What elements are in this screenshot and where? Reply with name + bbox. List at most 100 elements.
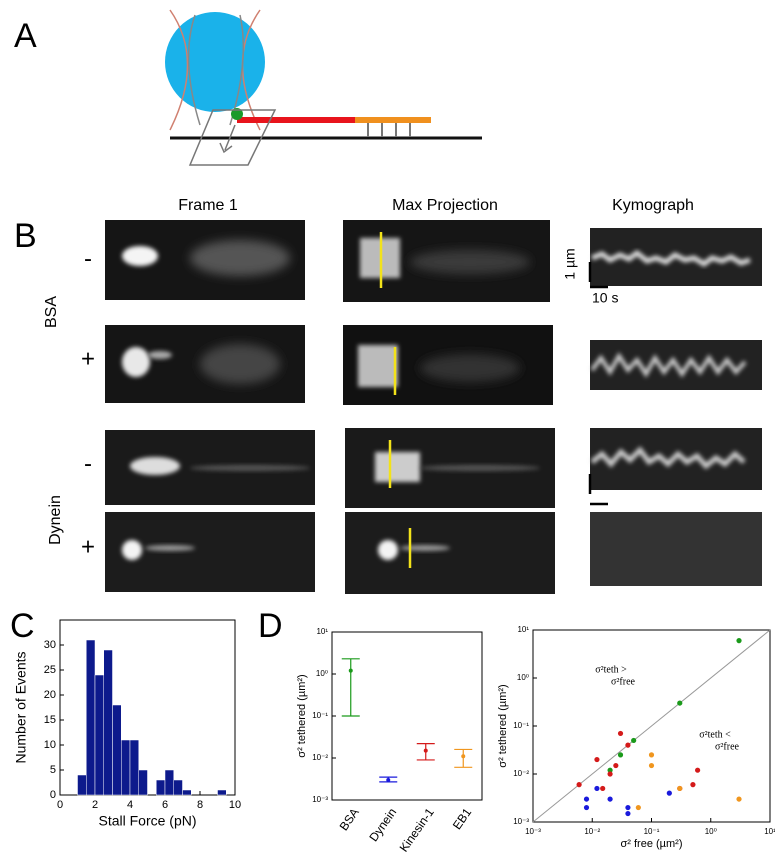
histogram-bar <box>121 739 131 796</box>
row-label: + <box>81 533 95 560</box>
column-header: Kymograph <box>612 197 694 214</box>
y-tick-label: 10⁻² <box>312 753 328 762</box>
y-axis-label: σ² tethered (µm²) <box>296 674 308 757</box>
mean-point <box>423 748 428 753</box>
scatter-point <box>690 782 696 788</box>
y-tick-label: 10⁻³ <box>312 795 328 804</box>
histogram-bar <box>103 649 113 796</box>
histogram-bar <box>129 739 139 796</box>
x-tick-label: 10 <box>229 799 241 811</box>
histogram-bar <box>173 779 183 796</box>
identity-line <box>532 629 771 823</box>
scatter-point <box>736 796 742 802</box>
scatter-point <box>607 796 613 802</box>
y-tick-label: 10¹ <box>517 625 529 634</box>
annotation: σ²free <box>611 676 635 687</box>
y-axis-label: Number of Events <box>13 651 29 763</box>
histogram-bar <box>86 639 96 796</box>
scatter-point <box>736 638 742 644</box>
y-tick-label: 25 <box>44 664 56 676</box>
panel-label: A <box>14 17 37 55</box>
y-tick-label: 10¹ <box>316 627 328 636</box>
scatter-point <box>583 804 590 811</box>
y-axis-label: σ² tethered (µm²) <box>497 684 509 767</box>
scatter-point <box>613 762 619 769</box>
scatter-point <box>594 756 600 763</box>
histogram-bar <box>77 774 87 796</box>
panel-label: C <box>10 607 35 645</box>
scatter-point <box>607 771 613 777</box>
mean-point <box>386 777 391 782</box>
histogram-bar <box>182 789 192 796</box>
micrograph-images <box>105 220 762 594</box>
scatter-point <box>600 785 606 792</box>
annotation: σ²free <box>715 741 739 752</box>
scatter-point <box>695 767 701 773</box>
annotation: σ²teth > <box>595 664 627 675</box>
y-tick-label: 10⁻³ <box>513 817 529 826</box>
scatter-point <box>607 767 613 773</box>
x-tick-label: EB1 <box>450 805 475 832</box>
histogram-bar <box>217 789 227 796</box>
scale-bar <box>588 262 608 506</box>
y-tick-label: 20 <box>44 689 56 701</box>
histogram-bar <box>94 674 104 796</box>
annotation: σ²teth < <box>699 729 731 740</box>
scatter-point <box>576 782 582 788</box>
scatter-point <box>625 804 631 811</box>
x-tick-label: Dynein <box>366 806 399 845</box>
column-header: Frame 1 <box>178 197 238 214</box>
column-header: Max Projection <box>392 197 498 214</box>
mean-point <box>461 754 466 759</box>
group-label: Dynein <box>47 495 64 545</box>
y-tick-label: 10⁻¹ <box>513 721 529 730</box>
row-label: - <box>84 450 92 477</box>
y-tick-label: 10⁰ <box>316 669 328 678</box>
x-tick-label: BSA <box>337 806 362 834</box>
row-label: + <box>81 345 95 372</box>
panel-label: B <box>14 217 37 255</box>
scatter-point <box>583 796 590 802</box>
assay-diagram <box>165 9 482 166</box>
scale-bar-label: 10 s <box>592 290 618 306</box>
x-tick-label: 10¹ <box>764 827 775 836</box>
y-tick-label: 15 <box>44 714 56 726</box>
scatter-point <box>625 810 631 817</box>
panel-label: D <box>258 607 283 645</box>
scale-bar-label: 1 µm <box>562 248 578 279</box>
scatter-point <box>617 730 624 737</box>
scatter-point <box>594 785 600 792</box>
scatter-point <box>617 752 624 758</box>
x-axis-label: Stall Force (pN) <box>98 813 196 829</box>
scatter-point <box>666 790 672 796</box>
y-tick-label: 10⁻¹ <box>312 711 328 720</box>
row-label: - <box>84 245 92 272</box>
x-tick-label: 8 <box>197 799 203 811</box>
y-tick-label: 5 <box>50 764 56 776</box>
group-label: BSA <box>43 296 60 328</box>
x-tick-label: 10⁻¹ <box>644 827 660 836</box>
scatter-point <box>625 742 631 748</box>
scatter-point <box>677 700 683 706</box>
y-tick-label: 10 <box>44 739 56 751</box>
scatter-point <box>677 785 683 792</box>
y-tick-label: 30 <box>44 639 56 651</box>
scatter-point <box>631 737 637 744</box>
scatter-point <box>648 762 655 769</box>
histogram-bar <box>164 769 174 796</box>
x-tick-label: 6 <box>162 799 168 811</box>
mean-point <box>348 668 353 673</box>
y-tick-label: 0 <box>50 789 56 801</box>
x-tick-label: 4 <box>127 799 133 811</box>
histogram-bar <box>156 779 166 796</box>
histogram-bar <box>138 769 148 796</box>
scatter-point <box>648 752 655 758</box>
scatter-point <box>635 804 641 811</box>
x-tick-label: 10⁰ <box>705 827 717 836</box>
y-tick-label: 10⁰ <box>517 673 529 682</box>
x-tick-label: 2 <box>92 799 98 811</box>
x-tick-label: 10⁻² <box>584 827 600 836</box>
x-tick-label: 10⁻³ <box>525 827 541 836</box>
x-tick-label: Kinesin-1 <box>397 805 437 853</box>
